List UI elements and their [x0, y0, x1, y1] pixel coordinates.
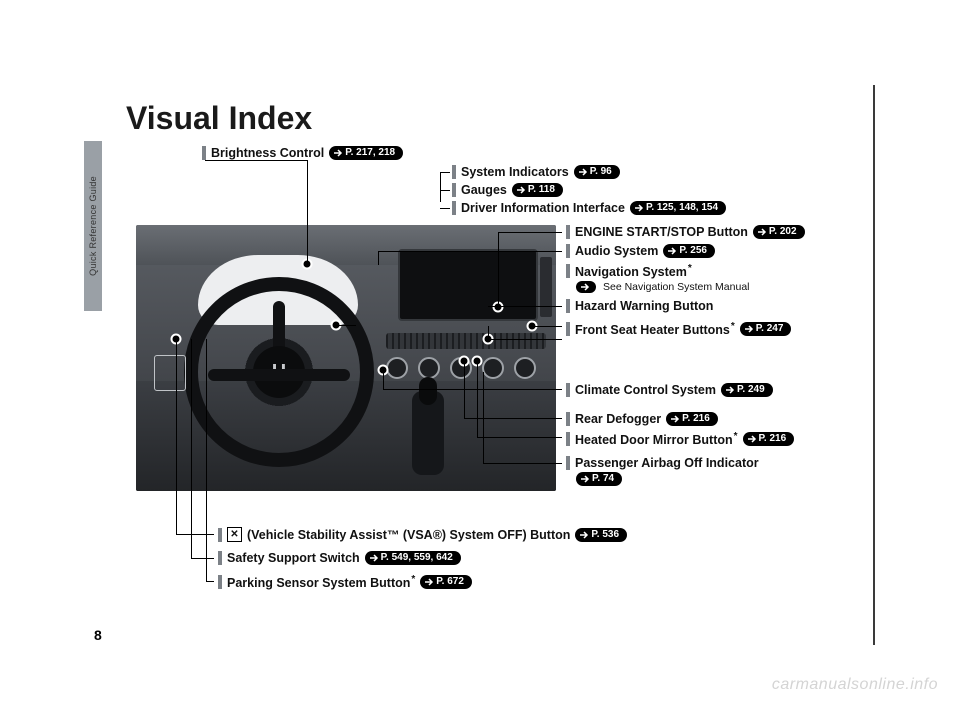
- callout-driver-info: Driver Information Interface P. 125, 148…: [452, 201, 726, 215]
- callout-label: Brightness Control: [211, 146, 324, 160]
- callout-climate: Climate Control System P. 249: [566, 383, 773, 397]
- callout-passenger-airbag: Passenger Airbag Off Indicator P. 74: [566, 456, 759, 486]
- callout-vsa-off: ✕ (Vehicle Stability Assist™ (VSA®) Syst…: [218, 527, 627, 542]
- page-root: Quick Reference Guide Visual Index H: [0, 0, 960, 722]
- air-vents: [386, 333, 546, 349]
- callout-safety-support: Safety Support Switch P. 549, 559, 642: [218, 551, 461, 565]
- callout-audio: Audio System P. 256: [566, 244, 715, 258]
- bar-icon: [202, 146, 206, 160]
- callout-hazard: Hazard Warning Button: [566, 299, 713, 313]
- callout-seat-heater: Front Seat Heater Buttons* P. 247: [566, 321, 791, 337]
- sidebar-label: Quick Reference Guide: [88, 176, 98, 276]
- gear-shifter: [412, 391, 444, 475]
- callout-system-indicators: System Indicators P. 96: [452, 165, 620, 179]
- dashboard-diagram: H: [136, 225, 556, 491]
- callout-parking-sensor: Parking Sensor System Button* P. 672: [218, 574, 472, 590]
- page-title: Visual Index: [126, 100, 312, 137]
- callout-heated-mirror: Heated Door Mirror Button* P. 216: [566, 431, 794, 447]
- sidebar-tab: Quick Reference Guide: [84, 141, 102, 311]
- steering-wheel: H: [184, 277, 374, 467]
- vsa-icon: ✕: [227, 527, 242, 542]
- callout-rear-defogger: Rear Defogger P. 216: [566, 412, 718, 426]
- callout-brightness: Brightness Control P. 217, 218: [202, 146, 403, 160]
- page-ref-pill: P. 217, 218: [329, 146, 403, 160]
- callout-navigation: Navigation System* See Navigation System…: [566, 263, 750, 293]
- infotainment-screen: [398, 249, 538, 321]
- callout-engine-start: ENGINE START/STOP Button P. 202: [566, 225, 805, 239]
- watermark: carmanualsonline.info: [772, 676, 938, 694]
- callout-gauges: Gauges P. 118: [452, 183, 563, 197]
- side-switch-panel: [154, 355, 186, 391]
- page-number: 8: [94, 627, 102, 643]
- steering-hub-logo: H: [253, 346, 305, 398]
